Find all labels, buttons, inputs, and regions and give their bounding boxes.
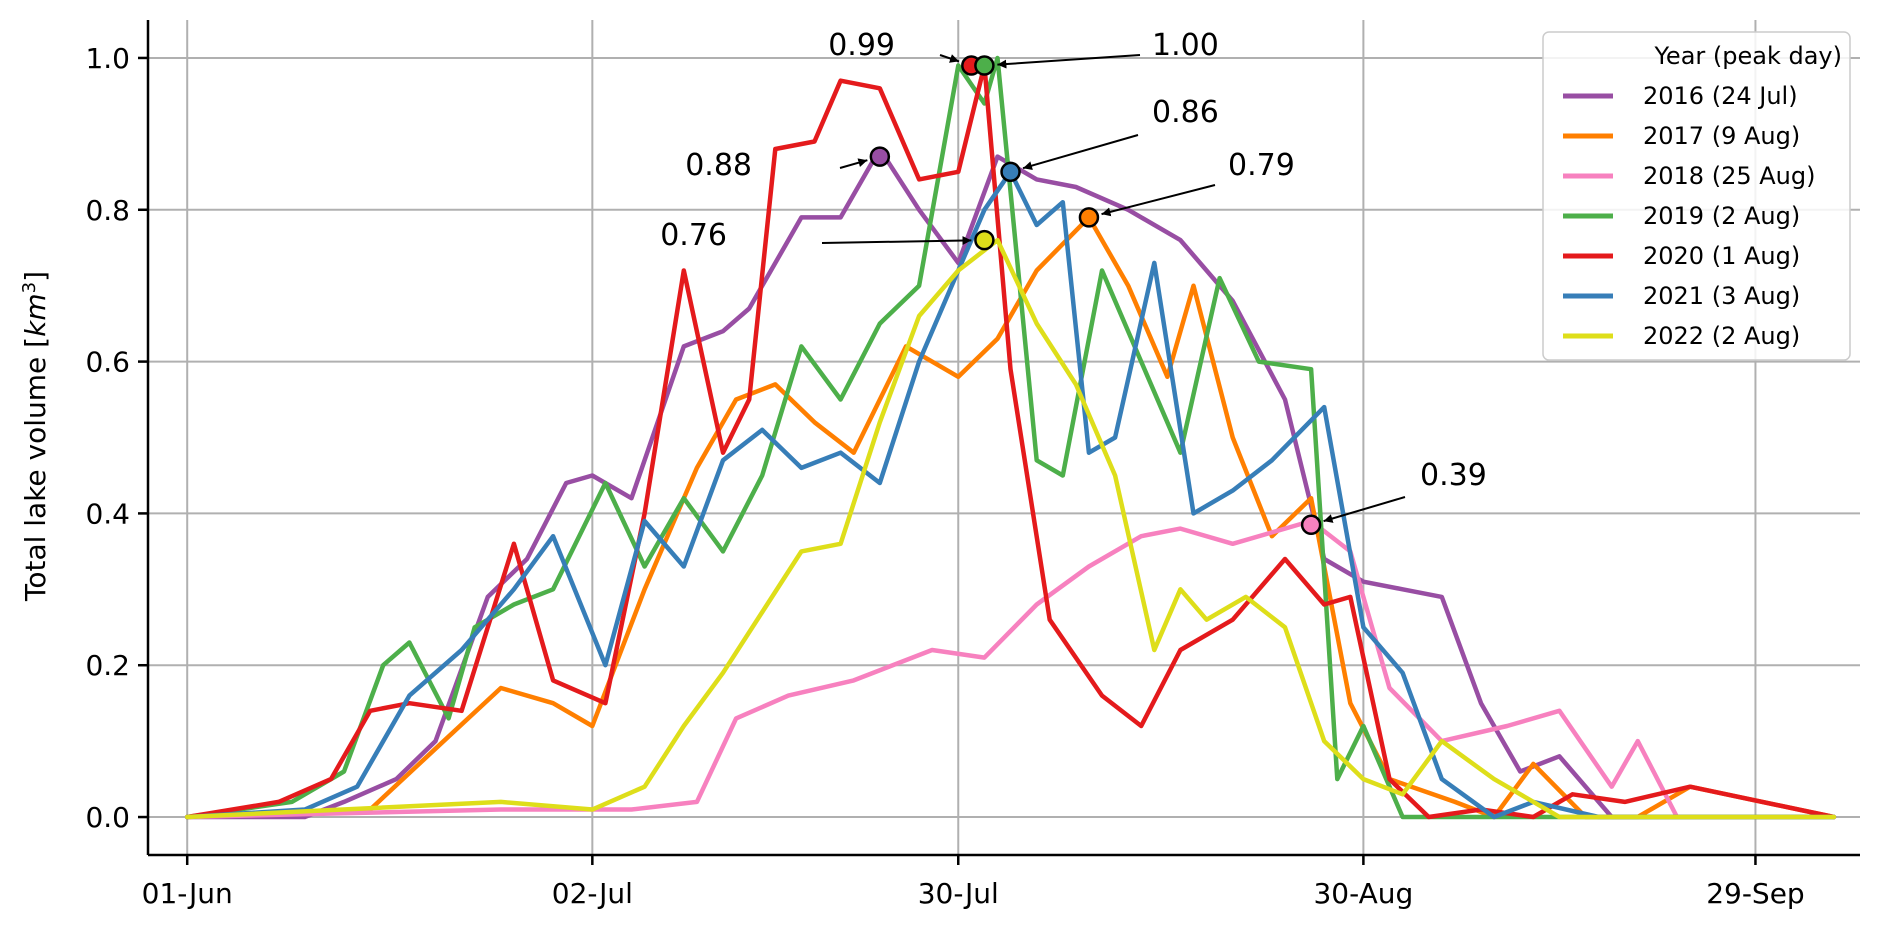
series-line-5 xyxy=(184,169,1837,820)
legend-entry-label: 2017 (9 Aug) xyxy=(1643,122,1800,150)
legend-entry-label: 2016 (24 Jul) xyxy=(1643,82,1798,110)
legend-entry-label: 2022 (2 Aug) xyxy=(1643,322,1800,350)
peak-marker xyxy=(974,229,995,251)
peak-marker xyxy=(1300,514,1322,536)
peak-value-label: 0.76 xyxy=(660,218,727,253)
legend: Year (peak day) 2016 (24 Jul) 2017 (9 Aug)… xyxy=(1542,31,1851,361)
annotation-arrow xyxy=(1323,496,1406,523)
peak-value-label: 0.39 xyxy=(1420,458,1487,493)
y-tick-label: 0.6 xyxy=(85,346,130,379)
peak-value-label: 1.00 xyxy=(1152,28,1219,63)
annotation-arrow xyxy=(1022,134,1139,171)
annotation-arrow xyxy=(839,158,868,169)
y-tick-label: 0.0 xyxy=(85,801,130,834)
legend-entry-label: 2020 (1 Aug) xyxy=(1643,242,1800,270)
x-tick-label: 02-Jul xyxy=(552,877,633,910)
x-tick-label: 30-Jul xyxy=(918,877,999,910)
y-tick-label: 0.4 xyxy=(85,497,130,530)
x-tick-label: 29-Sep xyxy=(1706,877,1805,910)
series-line-0 xyxy=(184,146,1837,820)
y-tick-label: 0.8 xyxy=(85,194,130,227)
annotation-arrow xyxy=(939,54,960,63)
series-line-6 xyxy=(184,237,1837,820)
legend-entry-label: 2019 (2 Aug) xyxy=(1643,202,1800,230)
peak-marker xyxy=(1078,207,1100,228)
peak-value-label: 0.79 xyxy=(1228,148,1295,183)
x-tick-label: 01-Jun xyxy=(142,877,233,910)
axes xyxy=(146,20,1860,857)
legend-entry-label: 2021 (3 Aug) xyxy=(1643,282,1800,310)
peak-annotations: 0.99 1.00 0.86 0.79 0.88 0.76 0.39 xyxy=(660,28,1487,536)
peak-marker xyxy=(1000,161,1021,183)
series-line-2 xyxy=(184,518,1837,820)
legend-title: Year (peak day) xyxy=(1653,42,1842,70)
legend-entry-label: 2018 (25 Aug) xyxy=(1643,162,1815,190)
tick-labels: 01-Jun 02-Jul 30-Jul 30-Aug 29-Sep 0.0 0.2 0.4 0… xyxy=(85,42,1804,910)
x-tick-label: 30-Aug xyxy=(1313,877,1413,910)
peak-marker xyxy=(974,55,995,76)
y-tick-label: 1.0 xyxy=(85,42,130,75)
peak-value-label: 0.99 xyxy=(828,28,895,63)
peak-value-label: 0.88 xyxy=(685,148,752,183)
series-line-4 xyxy=(184,63,1837,820)
y-tick-label: 0.2 xyxy=(85,649,130,682)
annotation-arrow xyxy=(1101,184,1216,217)
peak-marker xyxy=(869,146,891,167)
y-axis-title: Total lake volume [km3] xyxy=(19,271,52,602)
peak-value-label: 0.86 xyxy=(1152,95,1219,130)
annotation-arrow xyxy=(997,54,1141,69)
series-line-3 xyxy=(184,55,1837,820)
annotation-arrow xyxy=(821,236,972,246)
series-lines xyxy=(184,55,1837,820)
legend-box xyxy=(1542,31,1851,361)
